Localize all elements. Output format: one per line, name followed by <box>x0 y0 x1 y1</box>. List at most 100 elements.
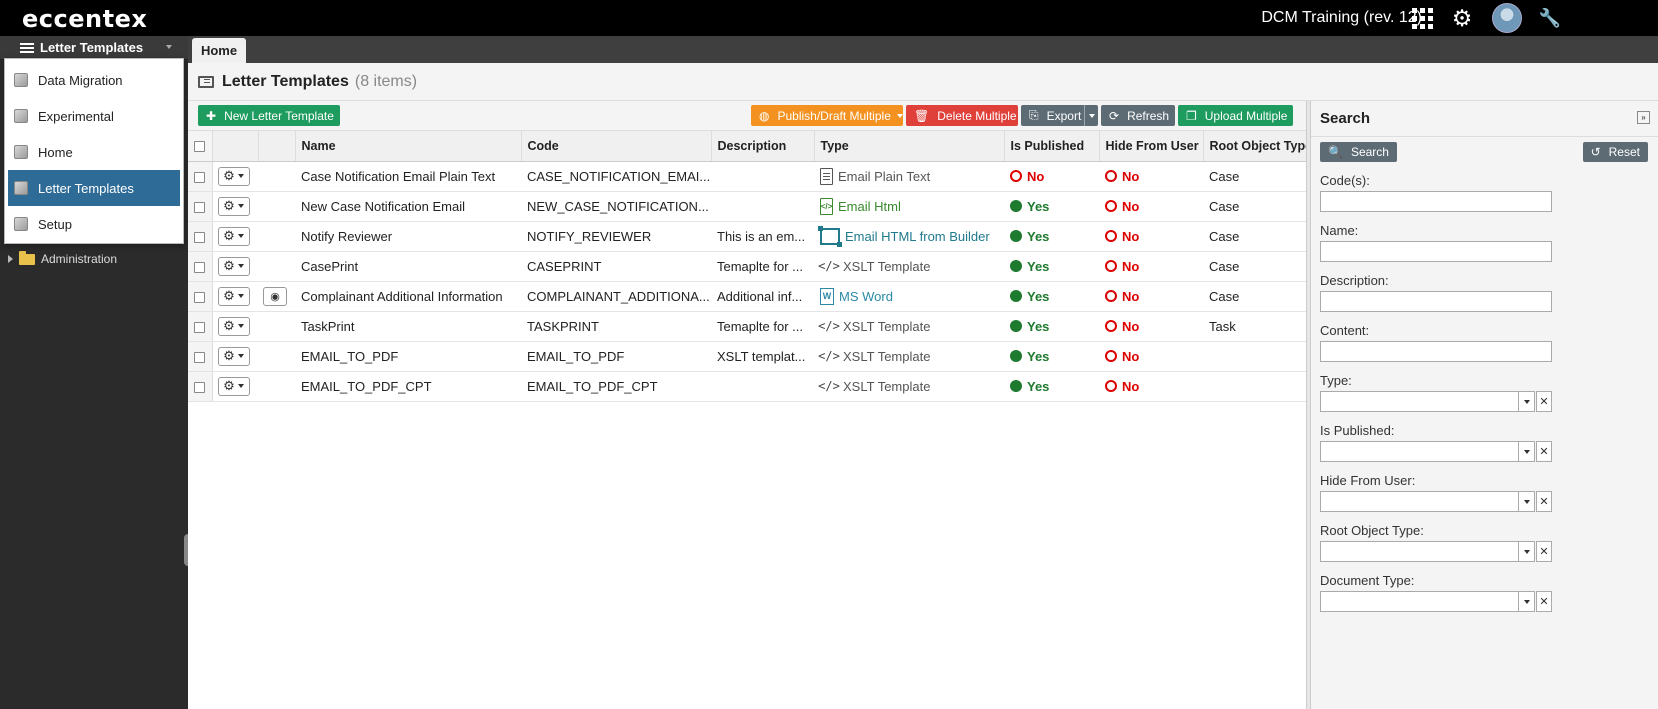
panel-splitter[interactable] <box>1306 101 1310 709</box>
sidebar-menu-toggle[interactable]: Letter Templates <box>0 36 188 60</box>
type-label: XSLT Template <box>843 378 931 394</box>
avatar[interactable] <box>1492 3 1522 33</box>
combobox-dropdown-button[interactable] <box>1519 441 1535 462</box>
row-actions-button[interactable]: ⚙ <box>217 316 250 336</box>
clear-icon[interactable]: ✕ <box>1536 591 1552 612</box>
column-header-code[interactable]: Code <box>521 131 712 162</box>
row-actions-button[interactable]: ⚙ <box>217 286 250 306</box>
clear-icon[interactable]: ✕ <box>1536 541 1552 562</box>
search-text-input[interactable] <box>1320 341 1552 362</box>
table-row[interactable]: ⚙ EMAIL_TO_PDF_CPT EMAIL_TO_PDF_CPT </> X… <box>188 371 1306 402</box>
row-checkbox[interactable] <box>194 171 206 183</box>
gear-icon[interactable]: ⚙ <box>1451 5 1473 31</box>
row-checkbox-cell[interactable] <box>188 281 213 312</box>
type-label: XSLT Template <box>843 258 931 274</box>
table-row[interactable]: ⚙ TaskPrint TASKPRINT Temaplte for ... <… <box>188 311 1306 342</box>
select-all-checkbox-cell[interactable] <box>188 131 213 162</box>
row-actions-button[interactable]: ⚙ <box>217 226 250 246</box>
caret-down-icon <box>237 174 244 178</box>
combobox-dropdown-button[interactable] <box>1519 491 1535 512</box>
table-row[interactable]: ⚙ Notify Reviewer NOTIFY_REVIEWER This i… <box>188 221 1306 252</box>
search-combobox: ✕ <box>1320 491 1552 512</box>
table-row[interactable]: ⚙ ◉ Complainant Additional Information C… <box>188 281 1306 312</box>
status-dot-icon <box>1105 200 1117 212</box>
cell-name: TaskPrint <box>295 311 521 342</box>
column-header-description[interactable]: Description <box>711 131 815 162</box>
column-header-name[interactable]: Name <box>295 131 522 162</box>
clear-icon[interactable]: ✕ <box>1536 441 1552 462</box>
menu-item-setup[interactable]: Setup <box>8 206 180 242</box>
row-checkbox[interactable] <box>194 351 206 363</box>
clear-icon[interactable]: ✕ <box>1536 391 1552 412</box>
refresh-button[interactable]: ⟳ Refresh <box>1101 105 1175 126</box>
expand-arrow-icon[interactable] <box>8 255 13 263</box>
apps-grid-icon[interactable] <box>1410 6 1434 30</box>
preview-eye-button[interactable]: ◉ <box>263 286 287 306</box>
combobox-input[interactable] <box>1320 491 1519 512</box>
wrench-icon[interactable]: 🔧 <box>1538 8 1562 28</box>
row-checkbox[interactable] <box>194 321 206 333</box>
app-logo[interactable]: eccentex <box>22 5 148 33</box>
combobox-dropdown-button[interactable] <box>1519 391 1535 412</box>
module-icon <box>14 217 28 231</box>
row-actions-button[interactable]: ⚙ <box>217 376 250 396</box>
column-header-hide-from-user[interactable]: Hide From User <box>1099 131 1204 162</box>
export-dropdown-toggle[interactable] <box>1084 105 1098 126</box>
row-checkbox[interactable] <box>194 231 206 243</box>
search-text-input[interactable] <box>1320 291 1552 312</box>
table-row[interactable]: ⚙ Case Notification Email Plain Text CAS… <box>188 161 1306 192</box>
search-text-input[interactable] <box>1320 241 1552 262</box>
new-letter-template-button[interactable]: ✚ New Letter Template <box>198 105 340 126</box>
row-actions-button[interactable]: ⚙ <box>217 196 250 216</box>
menu-item-home[interactable]: Home <box>8 134 180 170</box>
row-checkbox[interactable] <box>194 261 206 273</box>
row-checkbox-cell[interactable] <box>188 221 213 252</box>
cell-hide-from-user: No <box>1099 371 1203 402</box>
row-checkbox-cell[interactable] <box>188 371 213 402</box>
combobox-dropdown-button[interactable] <box>1519 591 1535 612</box>
combobox-dropdown-button[interactable] <box>1519 541 1535 562</box>
table-row[interactable]: ⚙ EMAIL_TO_PDF EMAIL_TO_PDF XSLT templat… <box>188 341 1306 372</box>
row-actions-button[interactable]: ⚙ <box>217 256 250 276</box>
menu-item-data-migration[interactable]: Data Migration <box>8 62 180 98</box>
select-all-checkbox[interactable] <box>194 140 206 152</box>
row-actions-button[interactable]: ⚙ <box>217 166 250 186</box>
column-header-type[interactable]: Type <box>814 131 1005 162</box>
upload-multiple-button[interactable]: ❐ Upload Multiple <box>1178 105 1293 126</box>
table-row[interactable]: ⚙ CasePrint CASEPRINT Temaplte for ... <… <box>188 251 1306 282</box>
row-checkbox[interactable] <box>194 201 206 213</box>
row-checkbox[interactable] <box>194 381 206 393</box>
gear-icon: ⚙ <box>223 228 235 243</box>
row-actions-button[interactable]: ⚙ <box>217 346 250 366</box>
publish-draft-multiple-button[interactable]: ◍ Publish/Draft Multiple <box>751 105 903 126</box>
row-checkbox-cell[interactable] <box>188 191 213 222</box>
combobox-input[interactable] <box>1320 441 1519 462</box>
collapse-panel-icon[interactable]: » <box>1637 111 1650 124</box>
tab-home[interactable]: Home <box>192 38 246 63</box>
export-button[interactable]: ⎘ Export <box>1021 105 1098 126</box>
search-text-input[interactable] <box>1320 191 1552 212</box>
tree-item-administration[interactable]: Administration <box>8 250 117 266</box>
row-checkbox-cell[interactable] <box>188 341 213 372</box>
row-checkbox-cell[interactable] <box>188 161 213 192</box>
row-actions-cell: ⚙ <box>212 281 258 312</box>
combobox-input[interactable] <box>1320 541 1519 562</box>
menu-item-experimental[interactable]: Experimental <box>8 98 180 134</box>
row-actions-cell: ⚙ <box>212 161 258 192</box>
row-checkbox-cell[interactable] <box>188 251 213 282</box>
row-checkbox-cell[interactable] <box>188 311 213 342</box>
combobox-input[interactable] <box>1320 591 1519 612</box>
reset-button[interactable]: ↺ Reset <box>1582 142 1648 162</box>
menu-item-letter-templates[interactable]: Letter Templates <box>8 170 180 206</box>
column-header-preview <box>258 131 296 162</box>
column-header-root-object-type[interactable]: Root Object Type <box>1203 131 1307 162</box>
row-checkbox[interactable] <box>194 291 206 303</box>
column-header-is-published[interactable]: Is Published <box>1004 131 1100 162</box>
caret-down-icon <box>166 45 172 49</box>
delete-multiple-button[interactable]: 🗑 Delete Multiple <box>906 105 1018 126</box>
combobox-input[interactable] <box>1320 391 1519 412</box>
cell-type: </> XSLT Template <box>814 311 1004 342</box>
search-button[interactable]: 🔍 Search <box>1320 142 1397 162</box>
table-row[interactable]: ⚙ New Case Notification Email NEW_CASE_N… <box>188 191 1306 222</box>
clear-icon[interactable]: ✕ <box>1536 491 1552 512</box>
